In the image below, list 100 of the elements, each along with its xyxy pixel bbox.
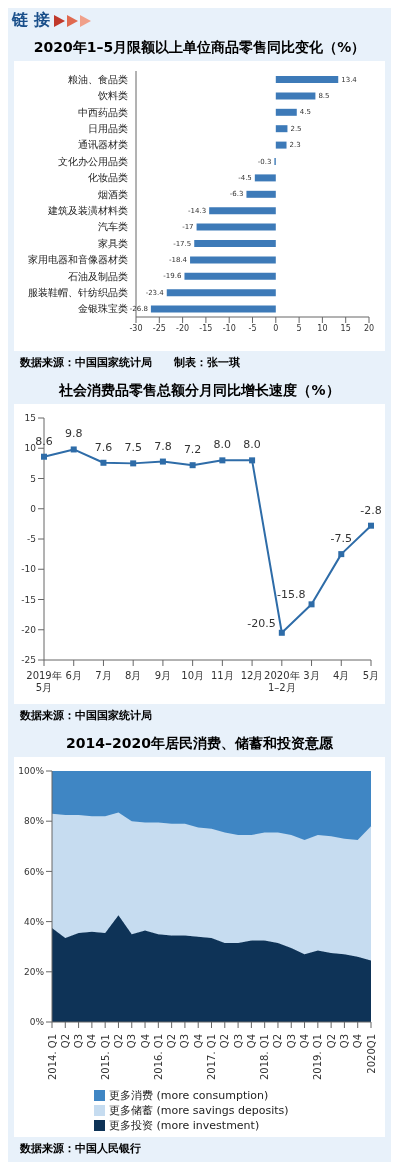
x-tick-label: -10 xyxy=(222,323,236,333)
y-tick-label: 服装鞋帽、针纺织品类 xyxy=(28,286,128,298)
x-tick-label: Q2 xyxy=(166,1034,178,1049)
y-tick-label: 80% xyxy=(23,816,45,827)
bar xyxy=(275,92,316,100)
data-label: -15.8 xyxy=(277,588,306,602)
x-tick-label: 20 xyxy=(363,323,375,333)
chart-title: 2020年1–5月限额以上单位商品零售同比变化（%） xyxy=(32,38,367,57)
data-label: 7.2 xyxy=(183,443,202,457)
y-tick-label: -15 xyxy=(21,594,36,605)
data-label: 8.6 xyxy=(35,434,53,448)
point xyxy=(368,522,374,529)
bar xyxy=(150,305,276,313)
y-tick-label: 10 xyxy=(24,443,37,454)
chart-title: 社会消费品零售总额分月同比增长速度（%） xyxy=(58,381,341,400)
data-label: -20.5 xyxy=(247,616,276,630)
bar xyxy=(246,190,276,198)
data-label: 7.6 xyxy=(94,440,113,454)
y-tick-label: 文化办公用品类 xyxy=(58,155,128,167)
x-tick-label: 5 xyxy=(296,323,302,333)
x-tick-label: 6月 xyxy=(65,670,82,681)
x-tick-label: 2016. Q1 xyxy=(152,1034,164,1081)
source-note: 数据来源：中国国家统计局 xyxy=(19,708,153,724)
legend-label: 更多消费 (more consumption) xyxy=(109,1088,269,1103)
bar xyxy=(275,141,287,149)
bar xyxy=(209,207,276,215)
y-tick-label: 家用电器和音像器材类 xyxy=(28,254,128,266)
bar xyxy=(275,76,339,83)
x-tick-label: 2014. Q1 xyxy=(46,1034,58,1081)
x-tick-label: Q4 xyxy=(86,1034,98,1049)
bar xyxy=(166,289,276,297)
y-tick-label: 化妆品类 xyxy=(88,172,128,184)
bar xyxy=(194,240,276,247)
x-tick-label: Q2 xyxy=(272,1034,284,1049)
y-tick-label: 家具类 xyxy=(98,237,128,249)
y-tick-label: 饮料类 xyxy=(97,90,128,102)
y-tick-label: -20 xyxy=(21,624,37,635)
x-tick-label: -25 xyxy=(152,323,166,333)
y-tick-label: 中西药品类 xyxy=(78,106,128,118)
point xyxy=(130,460,137,467)
y-tick-label: -5 xyxy=(27,534,36,545)
point xyxy=(338,551,345,558)
point xyxy=(41,453,47,460)
x-tick-label: 2020年 1–2月 xyxy=(264,670,300,693)
bar xyxy=(190,256,276,264)
y-tick-label: 日用品类 xyxy=(88,122,128,134)
y-tick-label: 100% xyxy=(18,766,45,777)
x-tick-label: Q2 xyxy=(59,1034,71,1049)
x-tick-label: Q2 xyxy=(112,1034,124,1049)
x-tick-label: 2017. Q1 xyxy=(206,1034,217,1081)
point xyxy=(70,446,77,453)
x-tick-label: 2020Q1 xyxy=(365,1034,377,1074)
source-note: 数据来源：中国人民银行 xyxy=(19,1141,142,1157)
source-note: 数据来源：中国国家统计局 制表：张一琪 xyxy=(19,355,241,371)
data-label: 8.0 xyxy=(213,438,232,452)
x-tick-label: -15 xyxy=(199,323,213,333)
x-tick-label: Q3 xyxy=(232,1034,244,1049)
y-tick-label: 建筑及装潢材料类 xyxy=(47,204,128,216)
x-tick-label: Q4 xyxy=(192,1034,204,1049)
x-tick-label: 10月 xyxy=(181,670,204,681)
x-tick-label: 11月 xyxy=(211,670,234,681)
x-tick-label: 2019. Q1 xyxy=(312,1034,324,1081)
y-tick-label: 20% xyxy=(23,966,45,977)
bar xyxy=(184,272,276,280)
x-tick-label: Q3 xyxy=(338,1034,350,1049)
x-tick-label: Q2 xyxy=(325,1034,337,1049)
x-tick-label: 4月 xyxy=(333,670,350,681)
x-tick-label: Q2 xyxy=(219,1034,231,1049)
y-tick-label: 金银珠宝类 xyxy=(78,303,128,315)
data-label: -2.8 xyxy=(360,503,382,517)
x-tick-label: -20 xyxy=(176,323,190,333)
point xyxy=(249,457,256,464)
data-label: 7.8 xyxy=(154,439,172,453)
legend-label: 更多储蓄 (more savings deposits) xyxy=(109,1103,289,1118)
x-tick-label: 8月 xyxy=(124,670,142,681)
x-tick-label: -5 xyxy=(248,323,257,333)
chart-title: 2014–2020年居民消费、储蓄和投资意愿 xyxy=(65,734,334,753)
y-tick-label: 粮油、食品类 xyxy=(68,73,128,85)
x-tick-label: 2015. Q1 xyxy=(99,1034,111,1081)
x-tick-label: Q4 xyxy=(352,1034,364,1049)
x-tick-label: Q4 xyxy=(299,1034,311,1049)
y-tick-label: 烟酒类 xyxy=(98,188,128,200)
point xyxy=(308,601,315,608)
x-tick-label: Q3 xyxy=(126,1034,138,1049)
x-tick-label: 15 xyxy=(340,323,351,333)
y-tick-label: 石油及制品类 xyxy=(68,270,128,282)
y-tick-label: 40% xyxy=(23,916,45,927)
bar xyxy=(196,223,276,231)
y-tick-label: 通讯器材类 xyxy=(78,139,128,151)
point xyxy=(159,458,166,465)
data-label: -7.5 xyxy=(330,532,353,546)
y-tick-label: 0% xyxy=(29,1017,45,1028)
data-label: 7.5 xyxy=(124,441,142,455)
data-label: 8.0 xyxy=(243,438,261,452)
bar xyxy=(254,174,276,182)
point xyxy=(278,629,285,636)
y-tick-label: 60% xyxy=(23,866,45,877)
y-tick-label: -25 xyxy=(21,655,36,666)
x-tick-label: 2019年 5月 xyxy=(26,670,62,693)
text: 链 接 xyxy=(12,10,50,31)
